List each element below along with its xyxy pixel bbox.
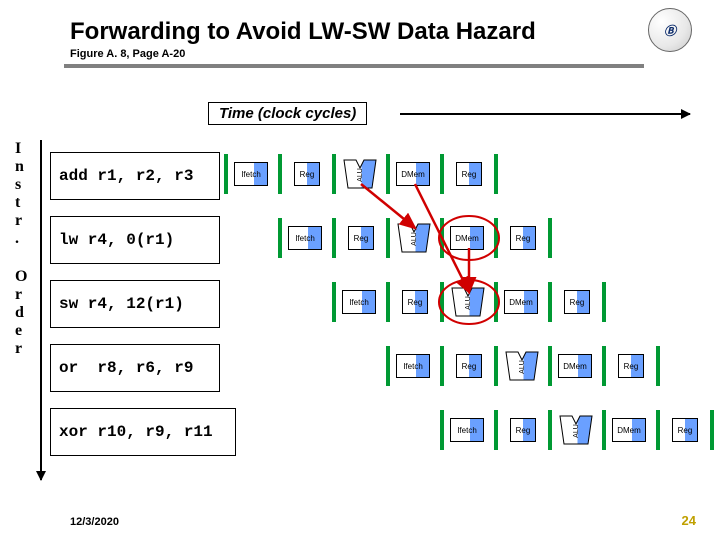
stage-reg-read: Reg — [456, 354, 482, 378]
figure-caption: Figure A. 8, Page A-20 — [70, 48, 185, 60]
vlabel-char: n — [15, 158, 24, 176]
stage-separator — [224, 154, 228, 194]
stage-separator — [386, 282, 390, 322]
stage-separator — [386, 218, 390, 258]
stage-separator — [656, 410, 660, 450]
stage-reg-write: Reg — [672, 418, 698, 442]
stage-separator — [494, 346, 498, 386]
stage-ifetch: Ifetch — [234, 162, 268, 186]
page-title: Forwarding to Avoid LW-SW Data Hazard — [70, 18, 536, 46]
stage-ifetch: Ifetch — [288, 226, 322, 250]
instruction-cell: sw r4, 12(r1) — [50, 280, 220, 328]
stage-separator — [440, 154, 444, 194]
stage-separator — [548, 282, 552, 322]
vlabel-char: d — [15, 304, 24, 322]
stage-separator — [710, 410, 714, 450]
stage-reg-write: Reg — [456, 162, 482, 186]
vlabel-char: r — [15, 212, 22, 230]
footer-page: 24 — [682, 513, 696, 528]
vlabel-char: s — [15, 176, 21, 194]
stage-separator — [278, 154, 282, 194]
stage-separator — [332, 282, 336, 322]
stage-separator — [386, 346, 390, 386]
stage-ifetch: Ifetch — [396, 354, 430, 378]
stage-separator — [494, 218, 498, 258]
stage-separator — [332, 218, 336, 258]
stage-alu: ALU — [342, 158, 380, 195]
stage-separator — [602, 410, 606, 450]
stage-separator — [494, 410, 498, 450]
stage-separator — [548, 346, 552, 386]
instr-order-arrow — [40, 140, 42, 480]
svg-text:ALU: ALU — [465, 296, 472, 310]
vlabel-char: r — [15, 340, 22, 358]
berkeley-logo: Ⓑ — [648, 8, 692, 52]
vlabel-char: e — [15, 322, 22, 340]
vlabel-char: O — [15, 268, 27, 286]
svg-text:ALU: ALU — [573, 424, 580, 438]
time-axis-arrow — [400, 113, 690, 115]
stage-separator — [440, 346, 444, 386]
stage-alu: ALU — [504, 350, 542, 387]
stage-reg-read: Reg — [294, 162, 320, 186]
stage-reg-read: Reg — [402, 290, 428, 314]
forwarding-arrows — [0, 0, 720, 540]
svg-text:ALU: ALU — [357, 168, 364, 182]
stage-separator — [494, 282, 498, 322]
svg-text:ALU: ALU — [411, 232, 418, 246]
instruction-cell: xor r10, r9, r11 — [50, 408, 236, 456]
stage-separator — [332, 154, 336, 194]
stage-separator — [440, 410, 444, 450]
stage-separator — [548, 218, 552, 258]
instruction-cell: add r1, r2, r3 — [50, 152, 220, 200]
stage-reg-read: Reg — [348, 226, 374, 250]
stage-alu: ALU — [396, 222, 434, 259]
stage-dmem: DMem — [558, 354, 592, 378]
title-underline — [64, 64, 644, 68]
instruction-cell: lw r4, 0(r1) — [50, 216, 220, 264]
stage-separator — [386, 154, 390, 194]
svg-text:ALU: ALU — [519, 360, 526, 374]
stage-ifetch: Ifetch — [342, 290, 376, 314]
stage-dmem: DMem — [396, 162, 430, 186]
stage-separator — [602, 346, 606, 386]
footer-date: 12/3/2020 — [70, 516, 119, 528]
stage-ifetch: Ifetch — [450, 418, 484, 442]
stage-alu: ALU — [558, 414, 596, 451]
vlabel-char: . — [15, 230, 19, 248]
stage-separator — [440, 218, 444, 258]
stage-separator — [656, 346, 660, 386]
stage-reg-write: Reg — [564, 290, 590, 314]
instruction-cell: or r8, r6, r9 — [50, 344, 220, 392]
stage-dmem: DMem — [612, 418, 646, 442]
stage-reg-write: Reg — [618, 354, 644, 378]
stage-separator — [440, 282, 444, 322]
stage-dmem: DMem — [450, 226, 484, 250]
stage-reg-read: Reg — [510, 418, 536, 442]
stage-separator — [548, 410, 552, 450]
vlabel-char: t — [15, 194, 20, 212]
stage-dmem: DMem — [504, 290, 538, 314]
vlabel-char: I — [15, 140, 21, 158]
stage-separator — [602, 282, 606, 322]
vlabel-char: r — [15, 286, 22, 304]
time-axis-label: Time (clock cycles) — [208, 102, 367, 125]
stage-alu: ALU — [450, 286, 488, 323]
stage-separator — [278, 218, 282, 258]
stage-separator — [494, 154, 498, 194]
stage-reg-write: Reg — [510, 226, 536, 250]
